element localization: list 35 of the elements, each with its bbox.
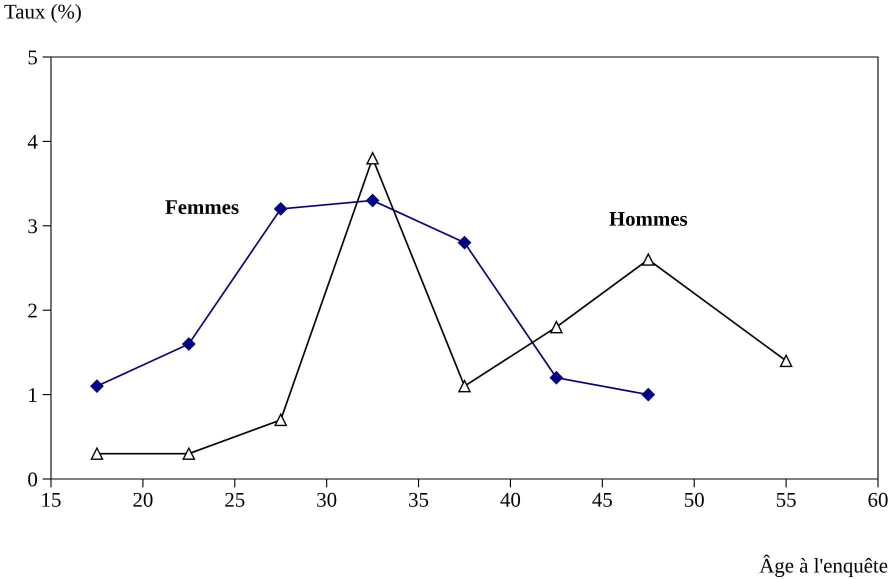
y-tick-label: 3 — [28, 219, 37, 234]
x-tick-label: 40 — [500, 492, 520, 507]
point — [550, 371, 563, 384]
point — [366, 194, 380, 208]
x-tick-label: 55 — [776, 493, 796, 507]
x-tick-label: 25 — [225, 492, 244, 507]
x-axis-title: Âge à l'enquête — [760, 554, 888, 577]
point — [458, 236, 472, 250]
point — [550, 320, 563, 334]
y-tick-label: 2 — [28, 304, 37, 318]
point — [182, 337, 196, 351]
x-tick-label: 35 — [409, 492, 428, 507]
point — [366, 152, 379, 165]
series-label: Femmes — [165, 200, 239, 214]
x-tick-label: 20 — [133, 492, 153, 507]
y-tick-label: 4 — [28, 134, 38, 149]
point — [642, 253, 655, 266]
point — [274, 414, 287, 426]
y-axis-title: Taux (%) — [4, 4, 81, 23]
x-tick-label: 15 — [42, 492, 61, 507]
y-tick-label: 1 — [29, 388, 37, 402]
y-tick-label: 5 — [28, 50, 37, 64]
x-tick-label: 30 — [317, 492, 336, 507]
point — [90, 380, 104, 393]
y-tick-label: 0 — [28, 472, 38, 486]
point — [274, 202, 288, 216]
point — [458, 380, 471, 392]
point — [90, 447, 104, 460]
x-tick-label: 60 — [868, 492, 888, 507]
point — [642, 388, 655, 402]
x-tick-label: 45 — [592, 492, 612, 507]
series-label: Hommes — [609, 212, 688, 226]
point — [182, 447, 196, 460]
x-tick-label: 50 — [685, 492, 704, 507]
point — [780, 354, 792, 368]
